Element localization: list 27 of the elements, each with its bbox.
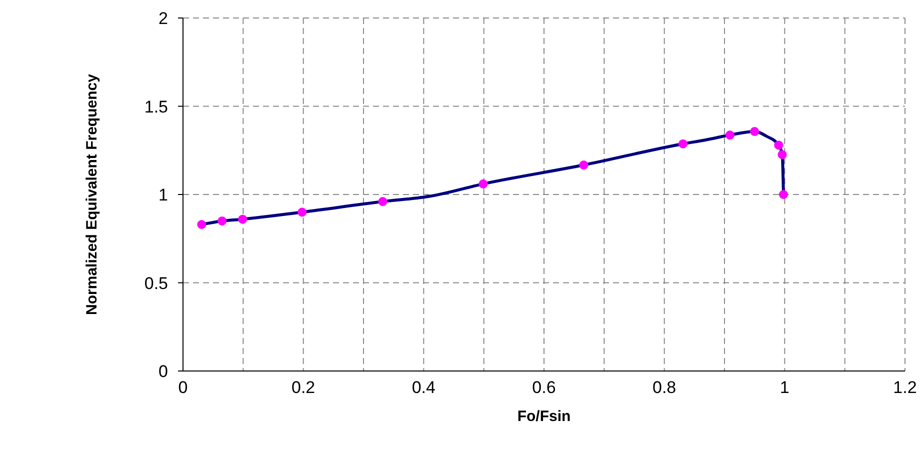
- y-tick-label: 2: [158, 9, 168, 28]
- y-tick-label: 1.5: [144, 97, 168, 116]
- x-axis-title: Fo/Fsin: [517, 408, 571, 425]
- point: [238, 214, 248, 224]
- point: [378, 197, 388, 206]
- x-tick-label: 0.4: [412, 378, 436, 397]
- y-tick-label: 1: [158, 186, 168, 204]
- point: [778, 150, 787, 160]
- point: [478, 179, 488, 188]
- x-tick-label: 1: [780, 378, 790, 397]
- point: [750, 126, 760, 136]
- x-tick-label: 0.2: [292, 378, 316, 397]
- x-tick-label: 0: [178, 378, 188, 397]
- point: [218, 216, 227, 226]
- x-tick-label: 1.2: [893, 378, 917, 397]
- point: [579, 160, 588, 170]
- y-tick-label: 0.5: [144, 274, 168, 293]
- point: [298, 208, 307, 217]
- point: [197, 220, 206, 230]
- x-tick-label: 0.8: [652, 378, 676, 397]
- point: [778, 190, 788, 199]
- y-tick-label: 0: [158, 362, 168, 381]
- point: [774, 140, 784, 150]
- point: [678, 139, 688, 148]
- y-axis-title: Normalized Equivalent Frequency: [83, 73, 100, 315]
- x-tick-label: 0.6: [532, 378, 556, 397]
- point: [725, 130, 734, 140]
